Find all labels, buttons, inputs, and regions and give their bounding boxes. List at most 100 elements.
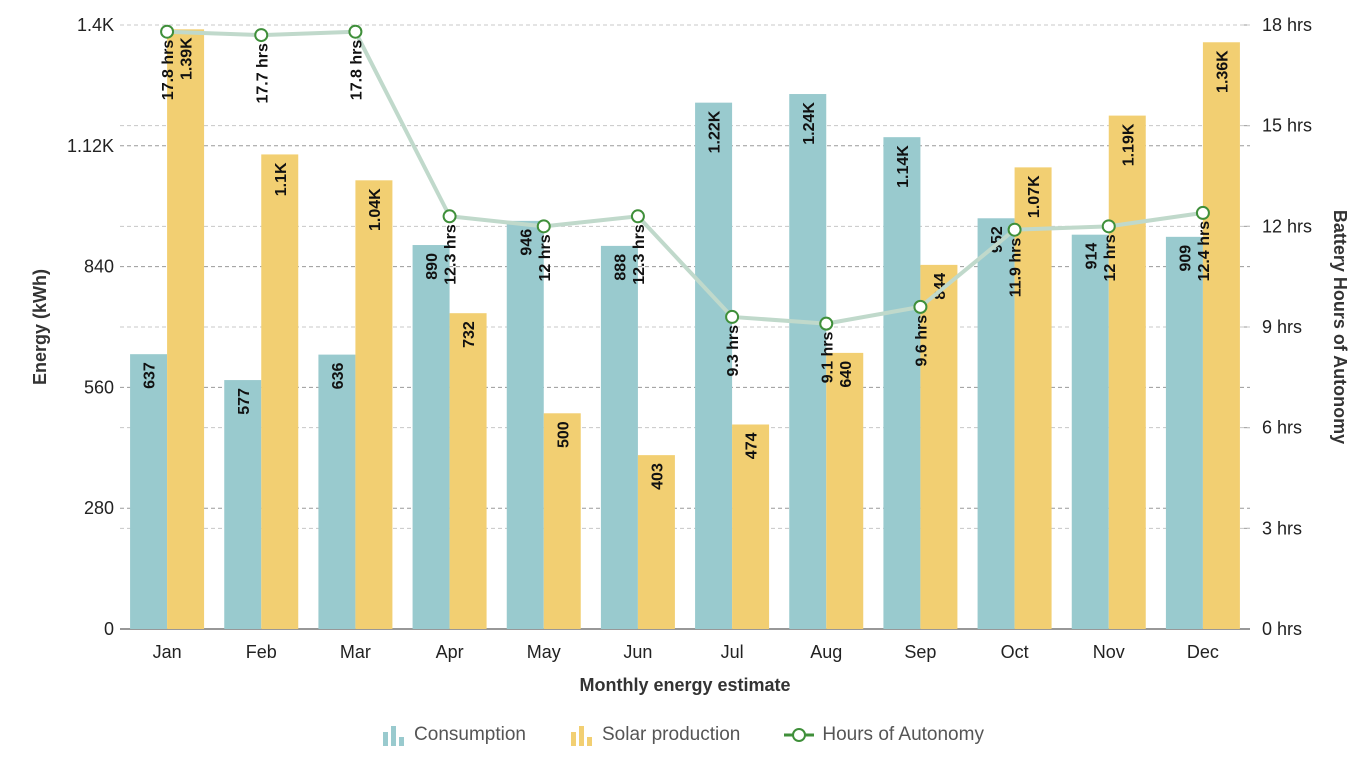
data-label-consumption: 636 [330,363,347,390]
y-tick-label: 1.12K [67,136,114,156]
bar-solar-production[interactable] [732,424,770,629]
y-tick-label: 560 [84,377,114,397]
data-label-consumption: 946 [518,229,535,256]
bar-consumption[interactable] [130,354,168,629]
data-label-hours-of-autonomy: 9.6 hrs [913,315,930,367]
point-hours-of-autonomy[interactable] [160,24,175,39]
bar-consumption[interactable] [318,354,356,629]
point-hours-of-autonomy[interactable] [630,209,645,224]
bar-consumption[interactable] [412,245,450,629]
chart-svg: 0 280 560 840 1.12K 1.4K 0 hrs 3 hrs 6 hrs 9 hrs 1… [30,15,1350,695]
bar-solar-production[interactable] [543,413,581,629]
legend-item-consumption[interactable]: Consumption [382,724,526,746]
data-label-hours-of-autonomy: 12 hrs [537,234,554,281]
bar-consumption[interactable] [224,380,262,629]
y-axis-title: Energy (kWh) [30,269,50,385]
bar-consumption[interactable] [789,94,827,630]
y-tick-label: 1.4K [77,15,114,35]
bar-solar-production[interactable] [449,313,487,629]
data-label-solar-production: 1.36K [1214,50,1231,93]
bar-consumption[interactable] [695,102,733,629]
data-label-hours-of-autonomy: 17.8 hrs [160,40,177,101]
bar-solar-production[interactable] [355,180,393,630]
point-hours-of-autonomy[interactable] [1195,205,1210,220]
data-label-solar-production: 1.07K [1026,175,1043,218]
bar-solar-production[interactable] [637,455,675,629]
x-tick-label: Dec [1187,642,1219,662]
legend-item-solar-production[interactable]: Solar production [570,724,740,746]
x-tick-label: Jul [721,642,744,662]
bar-solar-production[interactable] [1108,115,1146,630]
bar-solar-production[interactable] [167,29,205,630]
bar-chart-icon [383,726,405,746]
bar-consumption[interactable] [883,137,921,629]
x-tick-label: Mar [340,642,371,662]
x-tick-label: Jun [623,642,652,662]
data-label-solar-production: 1.39K [179,37,196,80]
x-tick-label: Apr [436,642,464,662]
y2-tick-label: 9 hrs [1262,317,1302,337]
data-label-consumption: 909 [1177,245,1194,272]
point-hours-of-autonomy[interactable] [913,299,928,314]
point-hours-of-autonomy[interactable] [1007,222,1022,237]
bar-solar-production[interactable] [1014,167,1052,629]
data-label-hours-of-autonomy: 12.3 hrs [443,224,460,285]
point-hours-of-autonomy[interactable] [536,219,551,234]
data-label-solar-production: 1.04K [367,188,384,231]
y2-tick-label: 15 hrs [1262,116,1312,136]
data-label-consumption: 1.24K [801,102,818,145]
point-hours-of-autonomy[interactable] [254,28,269,43]
bar-consumption[interactable] [506,220,544,629]
bar-consumption[interactable] [1071,234,1109,629]
data-label-hours-of-autonomy: 12.3 hrs [631,224,648,285]
y2-tick-label: 3 hrs [1262,518,1302,538]
data-label-hours-of-autonomy: 9.3 hrs [725,325,742,377]
data-label-consumption: 1.22K [707,110,724,153]
x-tick-label: Sep [904,642,936,662]
legend-label-hours-of-autonomy: Hours of Autonomy [822,724,984,745]
bar-solar-production[interactable] [826,352,864,629]
point-hours-of-autonomy[interactable] [348,24,363,39]
point-hours-of-autonomy[interactable] [1101,219,1116,234]
bar-solar-production[interactable] [261,154,299,629]
x-tick-label: Oct [1001,642,1029,662]
data-label-solar-production: 403 [649,463,666,490]
legend-label-consumption: Consumption [414,724,526,745]
legend: Consumption Solar production Hours of Au… [0,724,1366,746]
data-label-solar-production: 640 [838,361,855,388]
data-label-solar-production: 1.1K [273,162,290,196]
bar-solar-production[interactable] [920,264,958,629]
bar-consumption[interactable] [600,245,638,630]
data-label-hours-of-autonomy: 12.4 hrs [1196,221,1213,282]
y2-tick-label: 0 hrs [1262,619,1302,639]
data-label-solar-production: 1.19K [1120,123,1137,166]
legend-item-hours-of-autonomy[interactable]: Hours of Autonomy [784,724,984,746]
y-tick-label: 840 [84,257,114,277]
y-tick-label: 280 [84,498,114,518]
data-label-solar-production: 732 [461,321,478,348]
x-tick-label: Aug [810,642,842,662]
x-tick-label: Jan [153,642,182,662]
point-hours-of-autonomy[interactable] [819,316,834,331]
bar-consumption[interactable] [977,218,1015,629]
x-tick-label: Nov [1093,642,1125,662]
point-hours-of-autonomy[interactable] [442,209,457,224]
legend-label-solar-production: Solar production [601,724,741,745]
data-label-consumption: 888 [612,254,629,281]
x-tick-label: Feb [246,642,277,662]
y-tick-label: 0 [104,619,114,639]
data-label-hours-of-autonomy: 17.7 hrs [254,43,271,104]
x-axis-title: Monthly energy estimate [579,675,790,695]
line-marker-icon [784,728,815,742]
data-label-hours-of-autonomy: 9.1 hrs [819,332,836,384]
y2-tick-label: 12 hrs [1262,216,1312,236]
data-label-solar-production: 500 [555,421,572,448]
bar-solar-production[interactable] [1202,42,1240,629]
data-label-solar-production: 474 [744,432,761,459]
point-hours-of-autonomy[interactable] [725,309,740,324]
bar-consumption[interactable] [1165,236,1203,629]
data-label-consumption: 577 [236,388,253,415]
bar-chart-icon [570,726,592,746]
y2-axis-title: Battery Hours of Autonomy [1330,210,1350,444]
y2-tick-label: 6 hrs [1262,418,1302,438]
